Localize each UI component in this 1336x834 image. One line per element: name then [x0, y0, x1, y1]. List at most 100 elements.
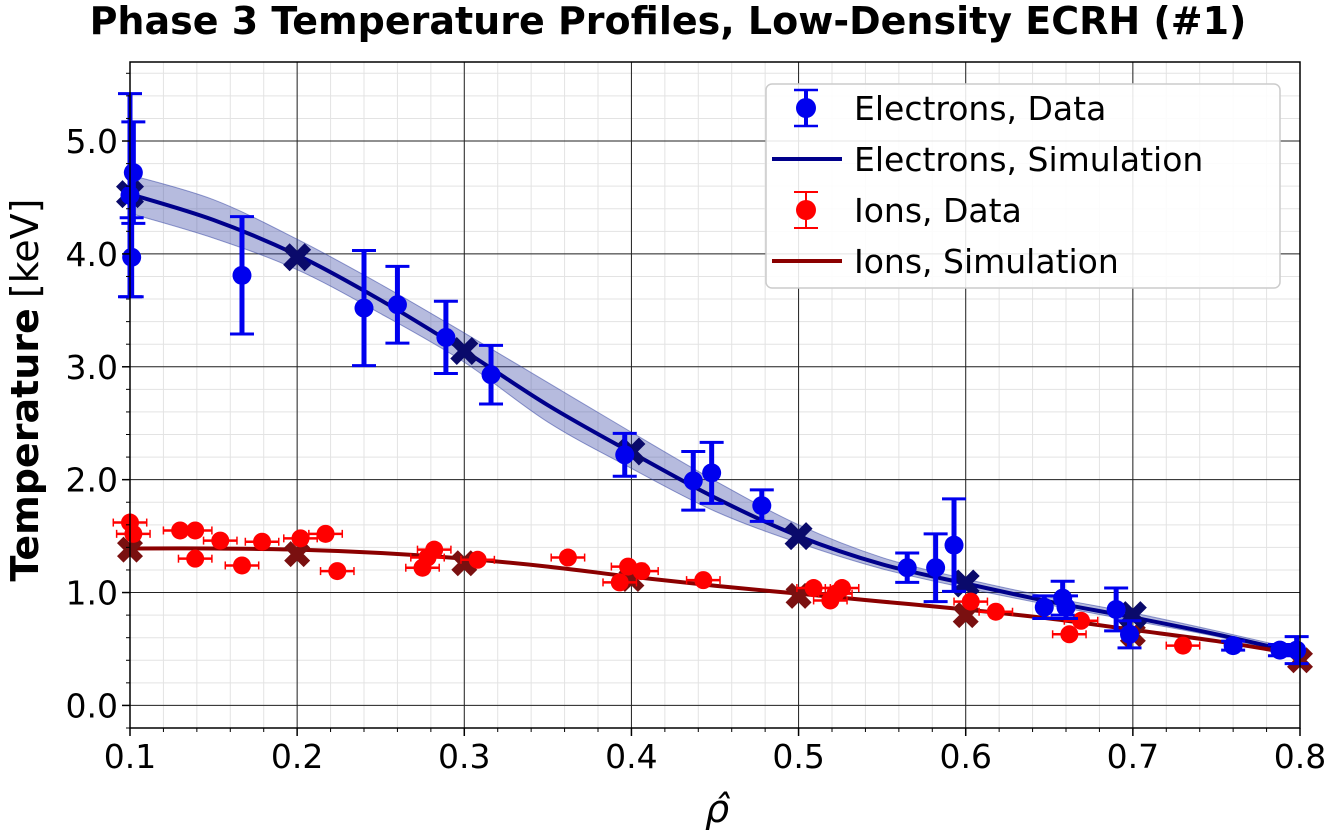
ion-data-point [177, 549, 213, 568]
x-tick-label: 0.7 [1107, 737, 1159, 776]
electron-data-marker [1270, 640, 1290, 660]
legend-entry: Ions, Simulation [772, 242, 1119, 281]
electron-simulation-marker-shape [784, 522, 813, 551]
legend-entry: Ions, Data [794, 191, 1022, 230]
electron-data-marker [1106, 599, 1126, 619]
legend-entry: Electrons, Data [794, 88, 1106, 128]
electron-data-point [1267, 640, 1292, 660]
x-tick-label: 0.1 [104, 737, 156, 776]
ion-data-point [319, 562, 355, 581]
ion-data-marker [833, 579, 852, 598]
ion-data-marker [291, 529, 310, 548]
y-tick-labels: 0.0 1.0 2.0 3.0 4.0 5.0 [66, 122, 118, 725]
ion-data-point [1051, 625, 1087, 644]
electron-data-marker [702, 463, 722, 483]
y-tick-label: 4.0 [66, 235, 118, 274]
axis-ticks [122, 72, 1301, 736]
y-axis-label-text: Temperature [3, 308, 47, 581]
electron-data-marker [1034, 597, 1054, 617]
electron-data-marker [354, 298, 374, 318]
ion-data-marker [1072, 611, 1091, 630]
chart-title: Phase 3 Temperature Profiles, Low-Densit… [90, 0, 1247, 43]
electron-simulation-marker [784, 522, 813, 551]
legend-label: Electrons, Data [854, 89, 1106, 128]
electron-data-marker [752, 496, 772, 516]
electron-simulation-marker-shape [283, 243, 312, 272]
electron-data-marker [122, 247, 142, 267]
ion-data-point [824, 579, 860, 598]
ion-data-marker [124, 524, 143, 543]
electron-data-point [1221, 636, 1246, 656]
ion-data-point [115, 524, 151, 543]
legend-marker [796, 200, 816, 220]
ion-data-point [1165, 636, 1201, 655]
x-axis-label: ρ̂ [705, 787, 731, 831]
y-axis-label: Temperature [keV] [3, 198, 47, 581]
x-tick-label: 0.3 [438, 737, 490, 776]
y-axis-label-unit: [keV] [3, 198, 47, 298]
electron-data-point [895, 551, 920, 584]
ion-data-marker [1174, 636, 1192, 655]
ion-data-point [244, 532, 280, 551]
electron-data-marker [683, 471, 703, 491]
electron-data-marker [1120, 624, 1140, 644]
ion-data-point [202, 531, 238, 550]
ion-data-marker [425, 540, 444, 559]
ion-data-marker [961, 592, 980, 611]
electron-simulation-marker-shape [450, 336, 479, 365]
electron-data-point [749, 488, 774, 523]
electron-data-marker [926, 558, 946, 578]
ion-data-point [405, 558, 440, 577]
electron-data-point [1054, 594, 1078, 621]
ion-data-point [177, 521, 213, 540]
electron-data-point [1117, 619, 1142, 650]
ion-data-marker [211, 531, 230, 550]
ion-data-marker [232, 556, 251, 575]
ion-data-marker [253, 532, 272, 551]
electron-data-marker [897, 558, 917, 578]
ion-data-point [953, 592, 989, 611]
electron-data-marker [387, 295, 407, 315]
electron-data-marker [944, 535, 964, 555]
x-tick-label: 0.8 [1274, 737, 1326, 776]
ion-data-point [1063, 611, 1099, 630]
y-tick-label: 5.0 [66, 122, 118, 161]
y-tick-label: 3.0 [66, 348, 118, 387]
electron-data-point [119, 216, 144, 299]
ion-simulation-marker [284, 541, 311, 568]
electron-data-marker [481, 365, 501, 385]
x-tick-label: 0.2 [271, 737, 323, 776]
ion-data-marker [694, 571, 713, 590]
electron-data-point [612, 431, 637, 478]
electron-data-point [385, 264, 410, 345]
electron-data-point [479, 343, 504, 406]
x-tick-label: 0.6 [939, 737, 991, 776]
legend-label: Electrons, Simulation [854, 140, 1203, 179]
legend: Electrons, Data Electrons, Simulation Ions… [765, 83, 1281, 289]
electron-data-point [1284, 635, 1309, 666]
ion-data-marker [328, 562, 347, 581]
x-tick-label: 0.5 [772, 737, 824, 776]
ion-simulation-marker-shape [284, 541, 311, 568]
electron-data-point [352, 249, 376, 368]
electron-data-point [121, 120, 146, 225]
electron-data-marker [1287, 640, 1307, 660]
ion-data-marker [986, 602, 1005, 621]
legend-label: Ions, Simulation [854, 242, 1119, 281]
ion-simulation-line [129, 546, 1301, 657]
electron-simulation-marker [450, 336, 479, 365]
ion-data-point [460, 550, 496, 569]
x-tick-label: 0.4 [605, 737, 657, 776]
data-points-layer [112, 92, 1309, 666]
ion-data-point [602, 573, 638, 592]
electron-data-marker [1056, 597, 1076, 617]
ion-data-marker [1060, 625, 1079, 644]
electron-data-point [923, 532, 948, 604]
plot-area [112, 62, 1313, 729]
legend-entry: Electrons, Simulation [772, 140, 1203, 179]
electron-data-point [681, 449, 706, 512]
electron-data-marker [123, 163, 143, 183]
electron-data-marker [615, 445, 635, 465]
electron-data-marker [232, 265, 252, 285]
